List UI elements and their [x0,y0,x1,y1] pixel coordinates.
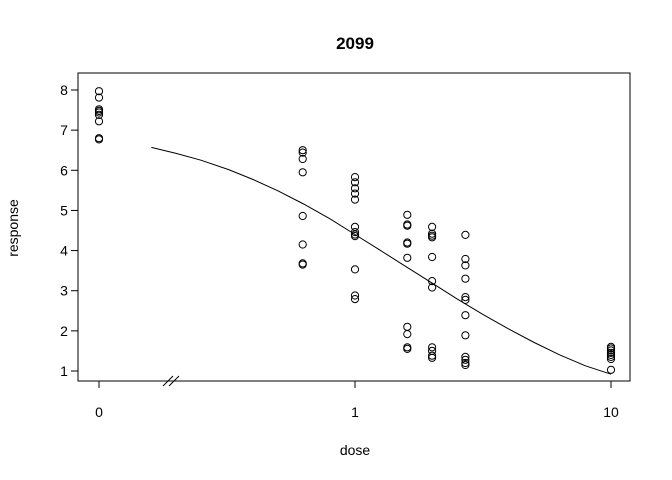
data-point [403,322,412,331]
x-axis-label: dose [340,442,371,458]
data-point [350,295,360,304]
data-point [298,148,307,157]
data-point [298,260,307,269]
data-point [350,228,360,237]
data-point [298,240,307,249]
data-point [461,293,470,302]
data-point [606,352,616,361]
data-point [606,365,616,374]
data-point [403,330,412,339]
plot-frame [77,72,631,382]
data-point [403,239,412,248]
y-tick-label: 6 [60,162,68,178]
data-point [461,331,470,340]
data-point [403,253,412,262]
data-point [298,168,307,177]
data-point [428,233,437,242]
data-point [428,351,437,360]
data-point [461,261,470,270]
y-tick-label: 3 [60,283,68,299]
data-point [298,211,307,221]
data-point [94,108,104,117]
fit-curve-layer [151,146,612,375]
y-axis: 1 2 3 4 5 6 7 8 [60,82,79,379]
data-point [350,195,360,204]
data-point [94,110,104,120]
data-point [606,348,616,357]
x-tick-label: 10 [603,404,619,420]
data-point [350,184,360,193]
data-point [461,352,470,361]
data-point [350,265,360,274]
x-axis: 0 1 10 [95,380,619,420]
y-tick-label: 7 [60,122,68,138]
x-tick-label: 1 [351,404,359,420]
data-point [94,87,104,96]
data-point [94,93,104,102]
data-point [428,353,437,362]
data-point [461,360,470,370]
data-point [461,295,470,304]
y-tick-label: 8 [60,82,68,98]
chart-title: 2099 [336,34,374,53]
x-tick-label: 0 [95,404,103,420]
data-point [403,210,412,219]
points-layer [94,87,616,374]
data-point [350,291,360,300]
data-point [350,173,360,182]
y-tick-label: 1 [60,363,68,379]
x-axis-break [162,375,180,387]
data-point [461,358,470,368]
fit-curve [151,146,612,375]
data-point [428,277,437,286]
data-point [94,117,104,126]
data-point [428,222,437,231]
data-point [428,229,437,238]
data-point [606,350,616,359]
data-point [461,230,470,239]
data-point [403,343,412,352]
y-axis-label: response [5,199,21,257]
data-point [428,343,437,352]
data-point [461,274,470,283]
data-point [606,354,616,364]
data-point [461,355,470,364]
data-point [94,135,104,144]
y-tick-label: 2 [60,323,68,339]
data-point [461,254,470,264]
data-point [298,146,307,155]
data-point [350,232,360,241]
data-point [461,311,470,320]
data-point [403,344,412,353]
data-point [298,154,307,164]
data-point [606,346,616,355]
y-tick-label: 4 [60,243,68,259]
data-point [350,189,360,198]
data-point [606,344,616,353]
data-point [428,283,437,292]
data-point [428,252,437,262]
data-point [350,178,360,187]
data-point [403,221,412,230]
y-tick-label: 5 [60,202,68,218]
